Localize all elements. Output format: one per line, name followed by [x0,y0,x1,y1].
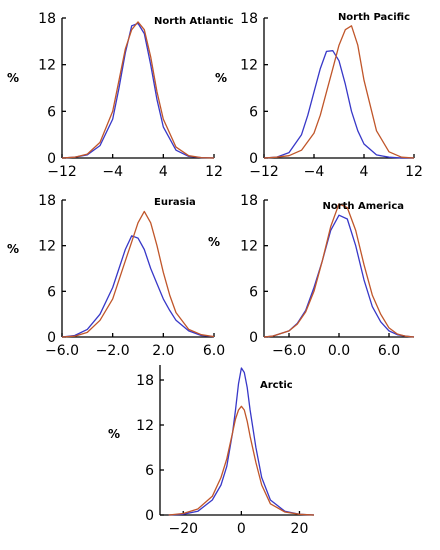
series-line-1 [263,25,415,159]
series-line-1 [61,21,215,159]
x-tick-label: 0 [237,521,246,537]
series-line-1 [168,405,315,516]
y-tick-label: 18 [240,11,258,27]
x-tick-label: 6.0 [203,343,225,359]
y-axis-label: % [7,71,19,85]
x-tick-label: 12 [405,164,423,180]
x-tick-label: −20 [168,521,198,537]
x-tick-label: 0.0 [328,343,350,359]
series-line-1 [263,203,415,338]
x-tick-label: −6.0 [272,343,306,359]
y-tick-label: 6 [47,284,56,300]
y-tick-label: 6 [249,104,258,120]
y-tick-label: 6 [249,284,258,300]
y-tick-label: 18 [136,373,154,389]
x-tick-label: −4 [102,164,123,180]
x-tick-label: 12 [205,164,223,180]
y-tick-label: 0 [47,151,56,167]
y-tick-label: 18 [38,193,56,209]
y-axis-label: % [108,427,120,441]
y-tick-label: 12 [240,239,258,255]
y-tick-label: 12 [38,239,56,255]
y-tick-label: 0 [249,151,258,167]
y-tick-label: 12 [240,58,258,74]
chart-title: North Atlantic [154,16,234,27]
chart-panel-4: 0 6 12 18 −20 0 20 Arctic% [108,365,315,537]
x-tick-label: −12 [47,164,77,180]
y-tick-label: 6 [47,104,56,120]
y-tick-label: 18 [38,11,56,27]
chart-title: North Pacific [338,12,410,23]
chart-panel-1: 0 6 12 18 −12 −4 4 12 North Pacific% [215,11,423,180]
series-line-1 [61,210,215,338]
y-tick-label: 0 [145,508,154,524]
x-tick-label: 6.0 [378,343,400,359]
y-tick-label: 0 [47,330,56,346]
series-line-0 [168,367,315,516]
chart-title: North America [322,201,404,212]
chart-title: Eurasia [154,197,196,208]
series-line-0 [263,214,415,338]
y-axis-label: % [215,71,227,85]
chart-title: Arctic [260,380,293,391]
x-tick-label: −12 [249,164,279,180]
x-tick-label: −4 [304,164,325,180]
x-tick-label: 4 [159,164,168,180]
y-tick-label: 6 [145,463,154,479]
x-tick-label: 4 [360,164,369,180]
y-tick-label: 12 [38,58,56,74]
y-axis-label: % [208,235,220,249]
y-tick-label: 18 [240,193,258,209]
series-line-0 [61,22,215,159]
y-axis-label: % [7,242,19,256]
y-tick-label: 0 [249,330,258,346]
series-line-0 [263,50,414,159]
series-line-0 [61,235,215,338]
x-tick-label: 2.0 [152,343,174,359]
chart-panel-3: 0 6 12 18 −6.0 0.0 6.0 North America% [208,193,415,359]
chart-panel-0: 0 6 12 18 −12 −4 4 12 North Atlantic% [7,11,234,180]
y-tick-label: 12 [136,418,154,434]
x-tick-label: 20 [291,521,309,537]
x-tick-label: −6.0 [45,343,79,359]
x-tick-label: −2.0 [96,343,130,359]
chart-panel-2: 0 6 12 18 −6.0 −2.0 2.0 6.0 Eurasia% [7,193,225,359]
